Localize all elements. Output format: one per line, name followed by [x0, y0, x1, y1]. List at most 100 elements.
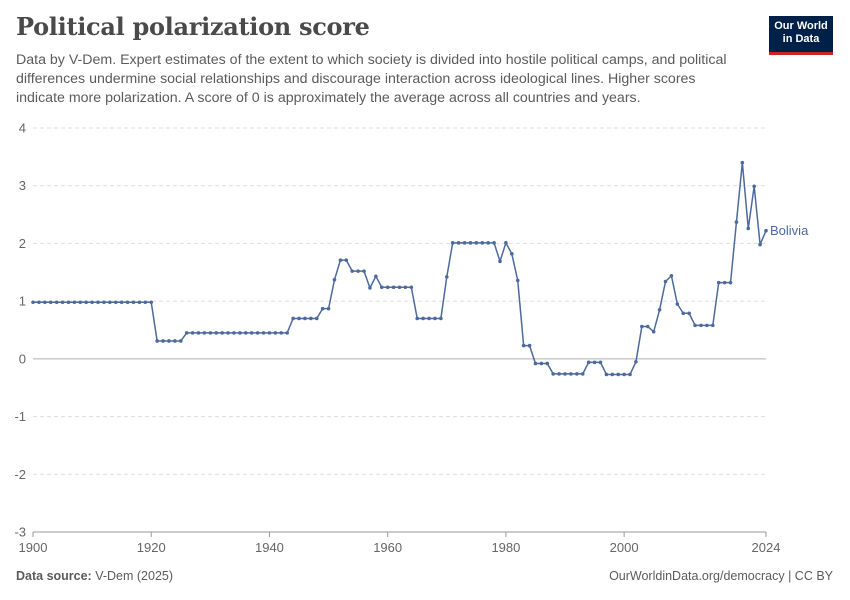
data-point — [220, 331, 224, 335]
data-point — [427, 316, 431, 321]
data-point — [255, 331, 260, 335]
data-point — [173, 339, 177, 343]
data-point — [551, 372, 555, 376]
data-point — [226, 331, 230, 335]
data-point — [137, 300, 142, 305]
data-point — [161, 339, 165, 343]
data-point — [539, 361, 544, 366]
chart-subtitle: Data by V-Dem. Expert estimates of the e… — [16, 52, 727, 106]
data-point — [645, 324, 650, 329]
data-point — [746, 226, 751, 231]
data-point — [498, 259, 502, 264]
y-tick-label: 2 — [19, 236, 26, 251]
data-point — [634, 359, 638, 364]
data-point — [249, 331, 254, 335]
data-point — [309, 316, 313, 321]
x-tick-label: 1940 — [255, 540, 284, 555]
data-point — [480, 241, 485, 245]
data-point — [332, 277, 337, 282]
data-point — [208, 331, 213, 335]
data-point — [758, 242, 762, 247]
data-point — [492, 241, 496, 245]
data-point — [143, 300, 148, 305]
data-point — [651, 329, 656, 334]
x-tick-label: 2000 — [610, 540, 639, 555]
data-point — [433, 316, 437, 321]
data-point — [533, 361, 538, 366]
data-point — [740, 160, 745, 165]
data-point — [527, 343, 532, 348]
data-point — [155, 339, 159, 343]
data-point — [338, 258, 343, 262]
grid-layer — [33, 127, 766, 475]
data-point — [54, 300, 59, 305]
data-point — [202, 331, 207, 335]
data-point — [125, 300, 130, 305]
y-tick-label: -2 — [14, 467, 26, 482]
data-point — [391, 285, 396, 290]
data-point — [314, 316, 319, 321]
data-point — [421, 316, 425, 321]
owid-logo[interactable]: Our World in Data — [769, 16, 833, 52]
data-point — [96, 300, 100, 305]
data-point — [131, 300, 136, 305]
data-point — [569, 372, 573, 376]
data-point — [279, 331, 284, 335]
data-point — [592, 360, 597, 365]
data-point — [710, 323, 715, 328]
y-tick-label: -1 — [14, 409, 26, 424]
data-point — [716, 280, 721, 285]
data-point — [598, 360, 603, 365]
data-point — [397, 285, 402, 290]
data-point — [90, 300, 94, 305]
data-point — [291, 316, 295, 321]
data-point — [356, 269, 360, 273]
y-tick-label: -3 — [14, 525, 26, 540]
data-point — [663, 279, 668, 284]
x-tick-label: 1900 — [19, 540, 48, 555]
data-point — [344, 258, 349, 262]
data-point — [184, 331, 189, 335]
chart-title: Political polarization score — [16, 12, 370, 41]
data-point — [450, 241, 455, 245]
footer-link[interactable]: OurWorldinData.org/democracy | CC BY — [609, 569, 833, 583]
data-point — [504, 241, 508, 245]
data-point — [303, 316, 307, 321]
data-point — [214, 331, 219, 335]
x-tick-label: 1920 — [137, 540, 166, 555]
data-point — [486, 241, 490, 245]
data-point — [379, 285, 384, 290]
data-point — [244, 331, 248, 335]
data-point — [699, 323, 703, 328]
data-source-value[interactable]: V-Dem (2025) — [95, 569, 174, 583]
data-point — [78, 300, 83, 305]
data-point — [640, 324, 644, 329]
data-point — [190, 331, 195, 335]
data-point — [521, 343, 526, 348]
data-point — [515, 278, 520, 283]
data-point — [675, 302, 680, 306]
data-point — [350, 269, 355, 273]
data-point — [415, 316, 420, 321]
data-point — [320, 306, 325, 311]
data-point — [657, 308, 662, 312]
label-layer: -3 -2 -1 0 1 2 3 4 1900 1920 1940 1960 1980 2000 2024 B… — [14, 121, 809, 556]
data-point — [545, 361, 550, 366]
data-point — [409, 285, 414, 290]
data-source: Data source: V-Dem (2025) — [16, 569, 173, 583]
data-point — [108, 300, 112, 305]
x-tick-label: 1980 — [491, 540, 520, 555]
data-point — [113, 300, 118, 305]
series-label-bolivia: Bolivia — [770, 223, 809, 238]
data-point — [297, 316, 301, 321]
y-tick-label: 1 — [19, 294, 26, 309]
data-point — [705, 323, 709, 328]
data-point — [575, 372, 579, 376]
data-point — [60, 300, 65, 305]
axis-layer — [32, 531, 767, 537]
data-point — [43, 300, 47, 305]
data-point — [586, 360, 591, 365]
data-point — [149, 300, 154, 305]
data-point — [167, 339, 171, 343]
data-point — [616, 372, 621, 377]
